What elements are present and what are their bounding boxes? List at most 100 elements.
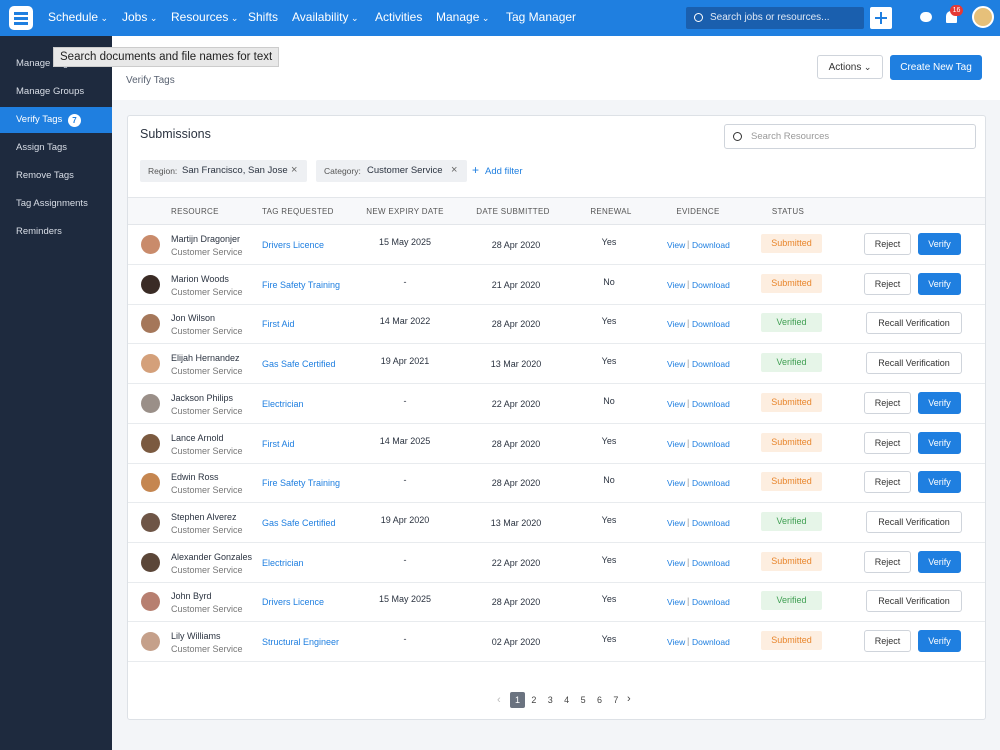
page-number[interactable]: 6 (596, 695, 602, 705)
sidebar-item[interactable]: Assign Tags (16, 142, 68, 153)
evidence-view[interactable]: View (667, 319, 686, 330)
recall-button[interactable]: Recall Verification (866, 510, 962, 533)
evidence-sep: | (687, 556, 690, 567)
page-number[interactable]: 3 (547, 695, 553, 705)
evidence-download[interactable]: Download (692, 597, 730, 608)
tag-requested[interactable]: Structural Engineer (262, 637, 340, 647)
verify-button[interactable]: Verify (918, 431, 961, 454)
tag-requested[interactable]: First Aid (262, 319, 295, 330)
evidence-download[interactable]: Download (692, 240, 730, 250)
reject-button[interactable]: Reject (864, 550, 911, 573)
page-prev[interactable]: ‹ (497, 694, 501, 706)
sidebar-item[interactable]: Remove Tags (16, 170, 74, 181)
resource-name[interactable]: Elijah Hernandez (171, 353, 240, 364)
tag-requested[interactable]: Electrician (262, 398, 304, 409)
evidence-download[interactable]: Download (692, 279, 730, 290)
tag-requested[interactable]: Gas Safe Certified (262, 517, 336, 528)
page-number[interactable]: 5 (580, 695, 586, 705)
nav-item[interactable]: Schedule (48, 10, 108, 24)
sidebar-item[interactable]: Reminders (16, 226, 62, 237)
evidence-view[interactable]: View (667, 240, 686, 250)
evidence-download[interactable]: Download (692, 398, 730, 409)
page-next[interactable]: › (627, 693, 631, 705)
sidebar-item[interactable]: Verify Tags 7 (0, 107, 112, 133)
nav-item[interactable]: Activities (375, 10, 423, 24)
tag-requested[interactable]: First Aid (262, 438, 295, 449)
resource-name[interactable]: Lance Arnold (171, 432, 224, 443)
sidebar-item[interactable]: Manage Tags (16, 58, 73, 69)
page-number[interactable]: 1 (510, 692, 525, 708)
evidence-view[interactable]: View (667, 517, 686, 528)
chat-icon[interactable] (920, 12, 932, 22)
actions-button[interactable]: Actions (817, 55, 883, 79)
filter-remove[interactable]: × (451, 164, 458, 176)
resource-search[interactable]: Search Resources (724, 124, 976, 149)
sidebar-item[interactable]: Manage Groups (16, 86, 85, 97)
tag-requested[interactable]: Gas Safe Certified (262, 359, 336, 370)
recall-button[interactable]: Recall Verification (866, 312, 962, 335)
sidebar-item[interactable]: Tag Assignments (16, 198, 88, 209)
evidence-view[interactable]: View (667, 557, 686, 568)
nav-item[interactable]: Availability (292, 10, 359, 24)
reject-button[interactable]: Reject (864, 391, 911, 414)
reject-button[interactable]: Reject (864, 233, 911, 255)
evidence-download[interactable]: Download (692, 359, 730, 370)
evidence-download[interactable]: Download (692, 637, 730, 647)
evidence-download[interactable]: Download (692, 517, 730, 528)
nav-search[interactable]: Search jobs or resources... (686, 7, 864, 29)
nav-item[interactable]: Jobs (122, 10, 157, 24)
verify-button[interactable]: Verify (918, 630, 961, 652)
evidence-download[interactable]: Download (692, 478, 730, 489)
evidence-view[interactable]: View (667, 359, 686, 370)
resource-name[interactable]: Jon Wilson (171, 313, 216, 324)
evidence-view[interactable]: View (667, 597, 686, 608)
recall-button[interactable]: Recall Verification (866, 352, 962, 375)
user-avatar[interactable] (972, 6, 994, 28)
resource-name[interactable]: Jackson Philips (171, 392, 234, 403)
tag-requested[interactable]: Fire Safety Training (262, 478, 341, 489)
nav-item[interactable]: Manage (436, 10, 489, 24)
filter-chip[interactable]: Region: San Francisco, San Jose × (140, 160, 307, 182)
resource-name[interactable]: Marion Woods (171, 273, 229, 284)
evidence-view[interactable]: View (667, 637, 686, 647)
page-number[interactable]: 7 (613, 695, 619, 705)
resource-name[interactable]: Edwin Ross (171, 472, 219, 483)
filter-remove[interactable]: × (291, 164, 298, 176)
add-filter[interactable]: Add filter (485, 166, 523, 177)
verify-button[interactable]: Verify (918, 272, 961, 295)
reject-button[interactable]: Reject (864, 431, 911, 454)
resource-name[interactable]: Lily Williams (171, 631, 221, 641)
tag-requested[interactable]: Drivers Licence (262, 597, 325, 608)
sidebar-badge: 7 (68, 114, 81, 127)
page-number[interactable]: 4 (564, 695, 570, 705)
resource-name[interactable]: John Byrd (171, 591, 212, 602)
filter-chip[interactable]: Category: Customer Service × (316, 160, 467, 182)
evidence-view[interactable]: View (667, 279, 686, 290)
resource-name[interactable]: Alexander Gonzales (171, 551, 253, 562)
evidence-download[interactable]: Download (692, 319, 730, 330)
nav-item[interactable]: Shifts (248, 10, 279, 24)
verify-button[interactable]: Verify (918, 233, 961, 255)
tag-requested[interactable]: Fire Safety Training (262, 279, 341, 290)
recall-button[interactable]: Recall Verification (866, 590, 962, 613)
resource-name[interactable]: Stephen Alverez (171, 511, 237, 522)
create-button[interactable]: Create New Tag (890, 55, 982, 80)
verify-button[interactable]: Verify (918, 471, 961, 494)
evidence-download[interactable]: Download (692, 557, 730, 568)
evidence-view[interactable]: View (667, 438, 686, 449)
bell-icon[interactable] (946, 11, 957, 23)
evidence-view[interactable]: View (667, 398, 686, 409)
tag-requested[interactable]: Electrician (262, 557, 304, 568)
verify-button[interactable]: Verify (918, 550, 961, 573)
reject-button[interactable]: Reject (864, 471, 911, 494)
verify-button[interactable]: Verify (918, 391, 961, 414)
reject-button[interactable]: Reject (864, 630, 911, 652)
reject-button[interactable]: Reject (864, 272, 911, 295)
page-number[interactable]: 2 (531, 695, 537, 705)
tag-requested[interactable]: Drivers Licence (262, 240, 325, 250)
nav-item[interactable]: Tag Manager (506, 10, 577, 24)
evidence-download[interactable]: Download (692, 438, 730, 449)
evidence-view[interactable]: View (667, 478, 686, 489)
resource-name[interactable]: Martijn Dragonjer (171, 234, 241, 244)
nav-item[interactable]: Resources (171, 10, 238, 24)
